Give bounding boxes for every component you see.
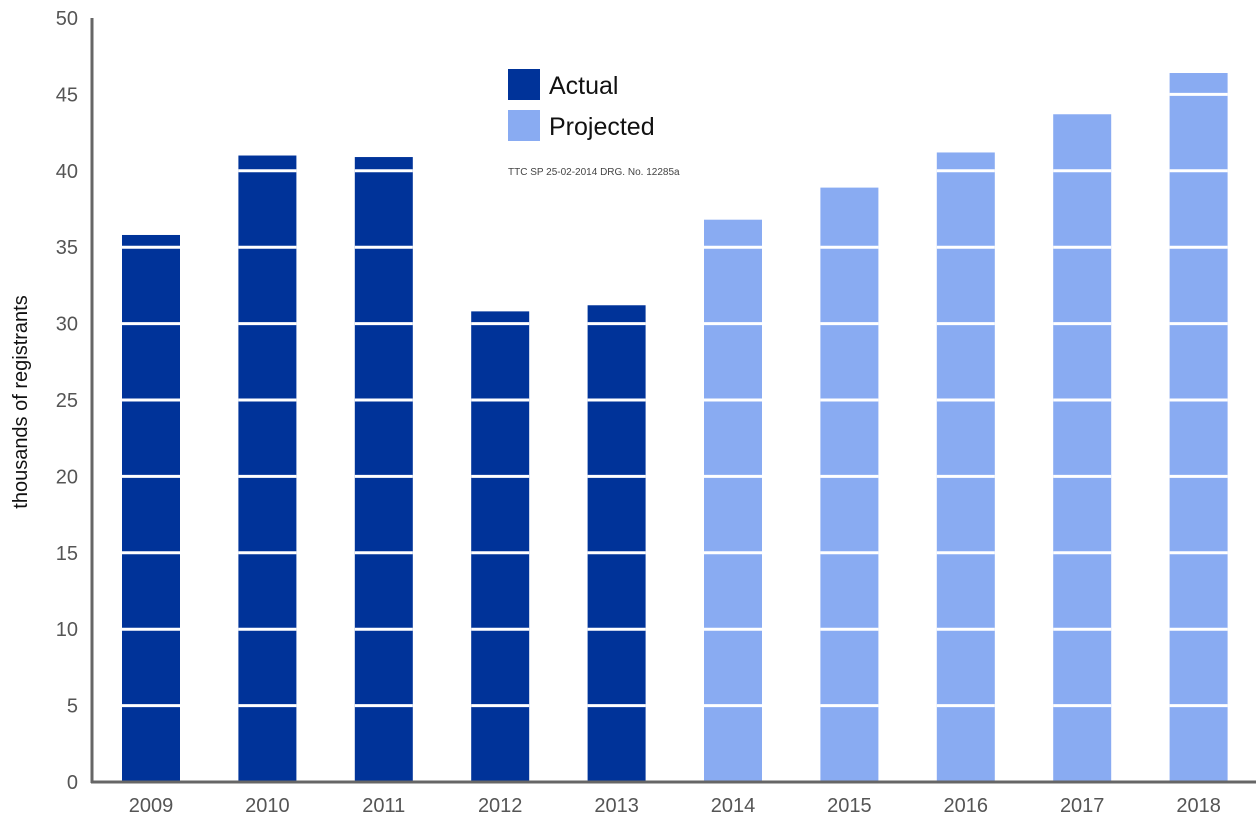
x-tick-label: 2013: [594, 795, 639, 817]
y-tick-label: 35: [56, 237, 78, 259]
bar-projected-2015: [820, 187, 879, 782]
y-tick-label: 20: [56, 466, 78, 488]
y-tick-label: 40: [56, 161, 78, 183]
x-tick-label: 2017: [1060, 795, 1105, 817]
bars-layer: [122, 73, 1228, 783]
bar-actual-2012: [471, 311, 530, 782]
x-tick-label: 2018: [1176, 795, 1221, 817]
x-tick-label: 2010: [245, 795, 290, 817]
legend-swatch-actual: [508, 69, 540, 100]
bar-actual-2011: [354, 157, 413, 783]
axes-layer: [90, 18, 1256, 784]
legend: Actual Projected: [508, 69, 655, 141]
y-tick-label: 15: [56, 543, 78, 565]
drawing-reference-note: TTC SP 25-02-2014 DRG. No. 12285a: [508, 167, 680, 178]
legend-swatch-projected: [508, 110, 540, 141]
x-tick-label: 2012: [478, 795, 523, 817]
legend-label-actual: Actual: [549, 72, 618, 100]
bar-projected-2017: [1053, 114, 1112, 783]
y-tick-label: 5: [67, 696, 78, 718]
bar-actual-2010: [238, 155, 297, 782]
y-tick-label: 0: [67, 772, 78, 794]
y-axis-title: thousands of registrants: [10, 295, 32, 508]
bar-actual-2013: [587, 305, 646, 782]
bar-projected-2016: [936, 152, 995, 783]
x-tick-label: 2015: [827, 795, 872, 817]
x-tick-labels: 2009 2010 2011 2012 2013 2014 2015 2016 2017 2018: [129, 795, 1221, 817]
y-tick-labels: 0 5 10 15 20 25 30 35 40 45 50: [56, 8, 78, 794]
bar-projected-2018: [1169, 73, 1228, 783]
y-tick-label: 50: [56, 8, 78, 30]
bar-projected-2014: [704, 219, 762, 783]
x-tick-label: 2016: [944, 795, 989, 817]
bar-actual-2009: [122, 234, 180, 782]
y-tick-label: 30: [56, 314, 78, 336]
y-tick-label: 10: [56, 619, 78, 641]
x-tick-label: 2014: [711, 795, 756, 817]
legend-label-projected: Projected: [549, 113, 655, 141]
x-tick-label: 2009: [129, 795, 174, 817]
y-tick-label: 45: [56, 84, 78, 106]
x-tick-label: 2011: [362, 795, 405, 817]
y-tick-label: 25: [56, 390, 78, 412]
